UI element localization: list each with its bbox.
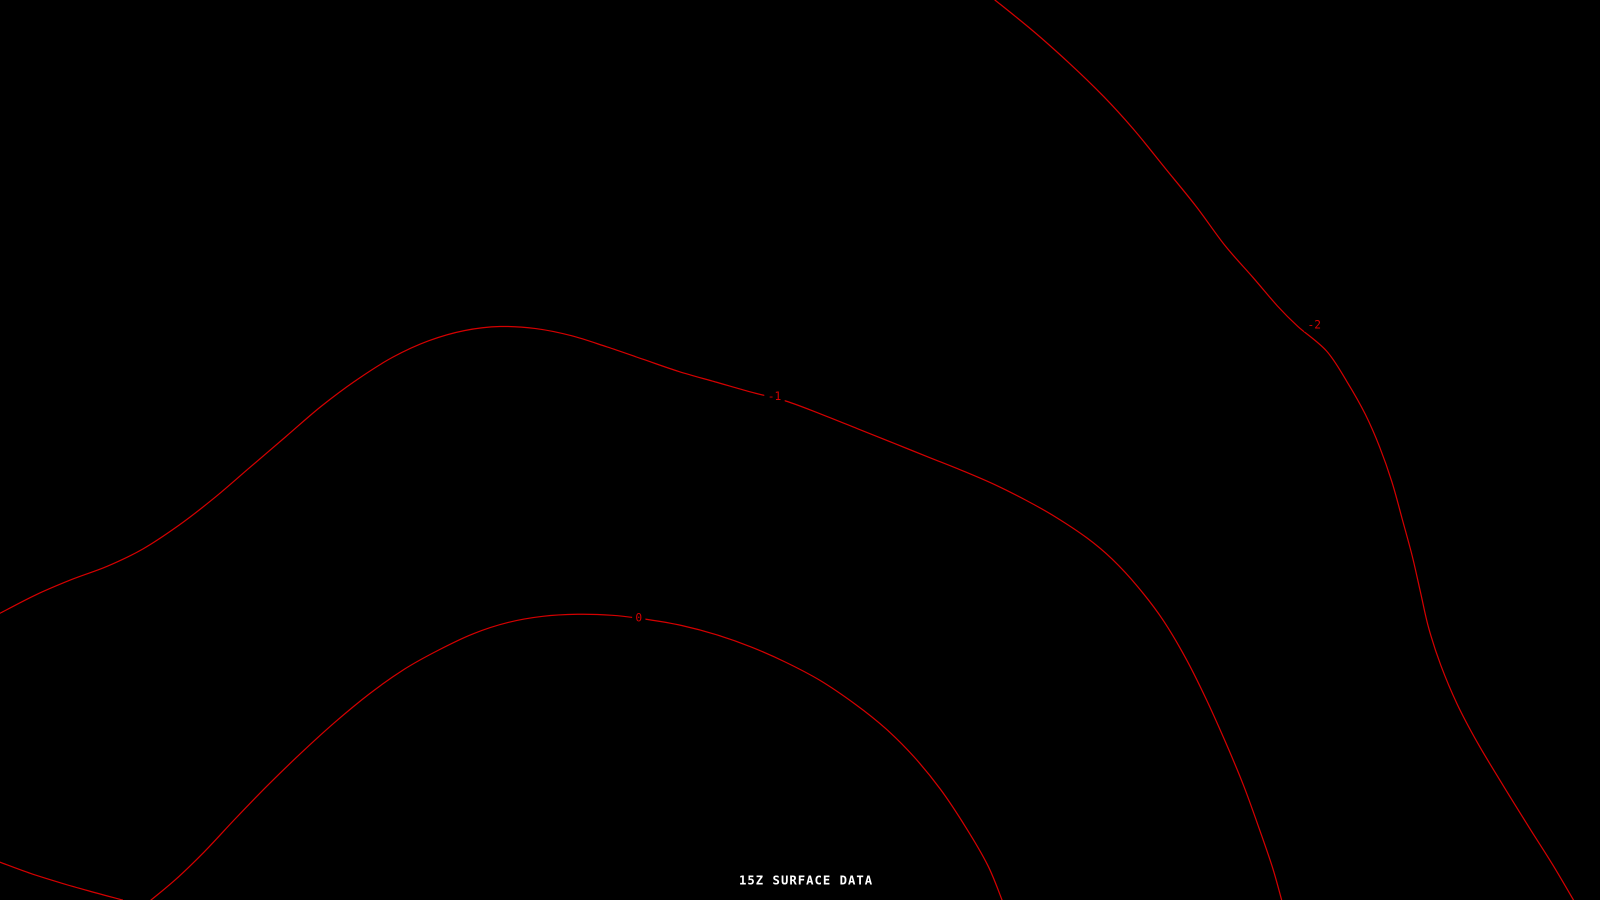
contour-line--1 xyxy=(0,325,1283,900)
contour-label--2: -2 xyxy=(1308,319,1322,332)
contour-labels-layer: -2 -1 0 xyxy=(632,317,1325,625)
contour-line xyxy=(0,861,124,900)
contour-line--2 xyxy=(994,0,1575,900)
contour-label-0: 0 xyxy=(635,611,642,624)
contour-label-mask xyxy=(764,388,785,404)
contour-label-mask xyxy=(1304,317,1325,332)
map-title: 15Z SURFACE DATA xyxy=(739,874,873,888)
contour-label-mask xyxy=(632,610,646,625)
contour-label--1: -1 xyxy=(768,390,782,403)
contour-line-0 xyxy=(150,613,1003,900)
